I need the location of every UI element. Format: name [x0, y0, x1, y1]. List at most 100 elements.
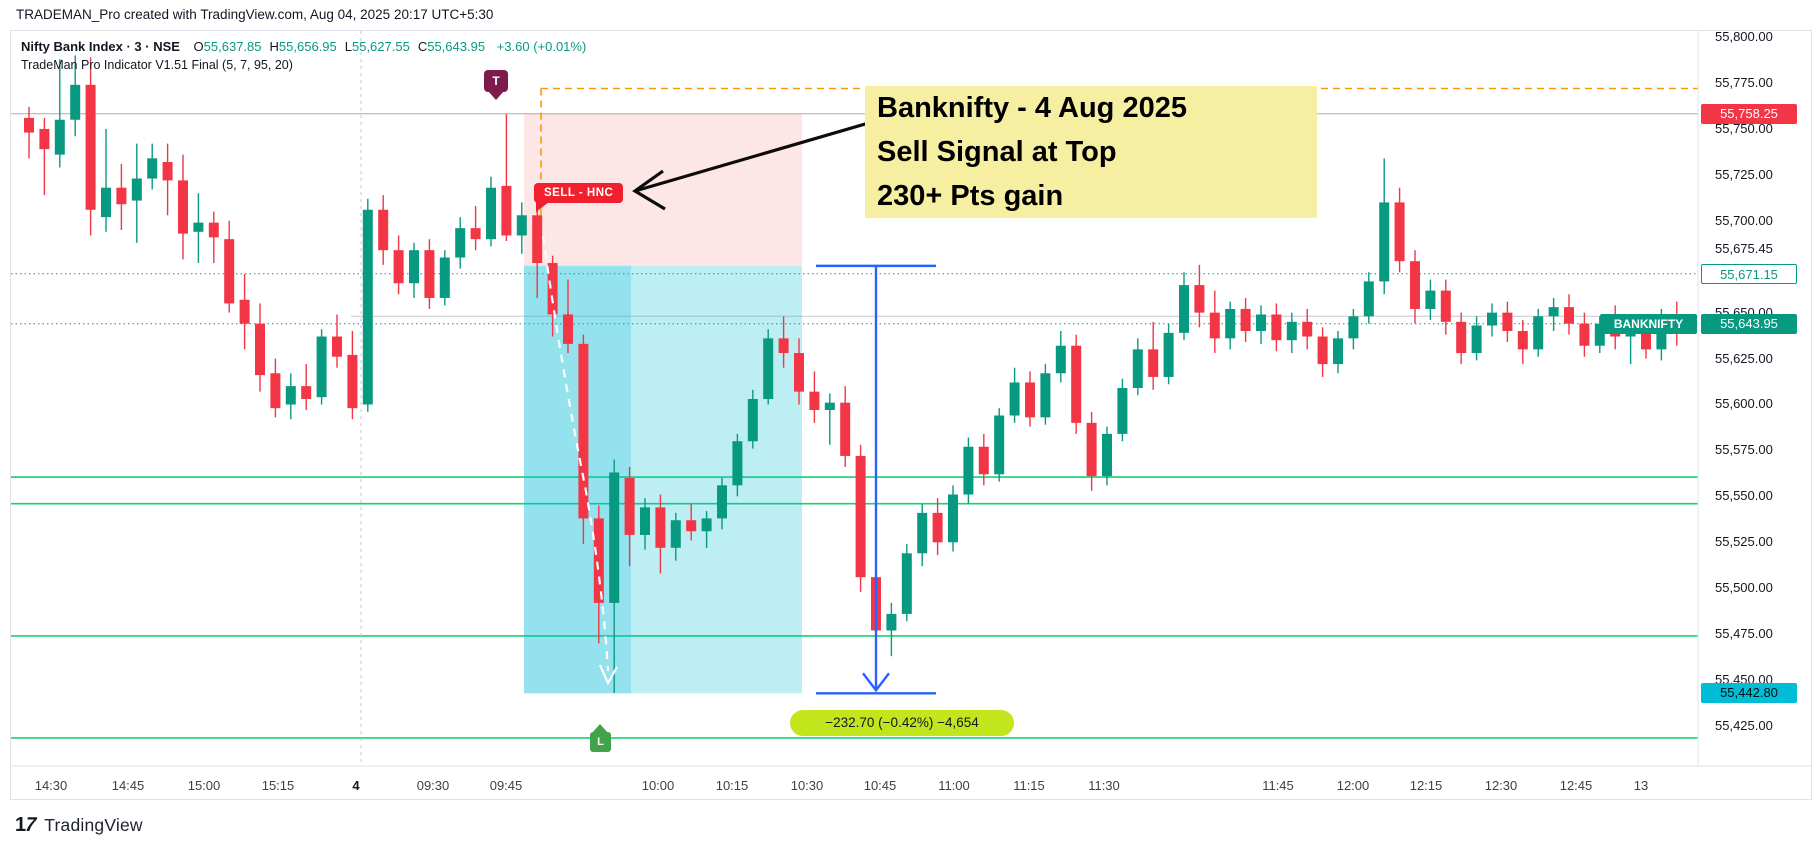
candle	[1163, 323, 1174, 385]
time-label: 10:45	[863, 778, 897, 793]
candle	[686, 503, 697, 541]
candle	[886, 602, 897, 657]
candle	[1040, 364, 1051, 425]
candle	[1025, 371, 1035, 427]
price-label: 55,475.00	[1715, 626, 1773, 642]
trend-projection-dashes	[541, 235, 610, 672]
candle	[1194, 264, 1205, 328]
time-label: 12:00	[1336, 778, 1370, 793]
t-marker[interactable]: T	[484, 70, 508, 100]
candle	[147, 143, 158, 190]
trend-projection-arrowhead	[598, 664, 618, 686]
candle	[578, 334, 589, 545]
tradingview-logo[interactable]: 17 TradingView	[15, 814, 143, 837]
price-label: 55,550.00	[1715, 488, 1773, 504]
candle	[486, 176, 496, 247]
candle	[994, 408, 1005, 482]
time-label: 11:30	[1088, 778, 1120, 793]
l-marker[interactable]: L	[590, 724, 611, 752]
candle	[1179, 272, 1189, 341]
candle	[701, 511, 712, 548]
candle	[1517, 319, 1528, 365]
time-label: 12:45	[1559, 778, 1593, 793]
candle	[855, 444, 866, 592]
candle	[470, 206, 481, 251]
tradingview-monogram-icon: 17	[15, 814, 39, 836]
candle	[54, 59, 65, 168]
symbol-title[interactable]: Nifty Bank Index · 3 · NSE	[21, 39, 180, 54]
candle	[316, 329, 327, 405]
candle	[1333, 331, 1343, 374]
candle	[1317, 327, 1328, 377]
time-label: 4	[352, 778, 360, 793]
candle	[70, 55, 81, 137]
candle	[162, 143, 173, 216]
symbol-row: Nifty Bank Index · 3 · NSE O55,637.85 H55…	[21, 39, 594, 54]
candle	[1225, 301, 1236, 350]
price-label: 55,575.00	[1715, 442, 1773, 458]
sell-signal-badge[interactable]: SELL - HNC	[534, 183, 624, 212]
candle	[1256, 305, 1266, 344]
annotation-line: 230+ Pts gain	[877, 180, 1064, 212]
price-label: 55,750.00	[1715, 120, 1773, 136]
candle	[1579, 312, 1590, 357]
quote-L: L55,627.55	[344, 39, 410, 54]
candle	[824, 393, 835, 445]
candle	[347, 331, 358, 420]
candle	[1348, 308, 1359, 350]
candle	[640, 498, 650, 550]
chart-frame[interactable]: Nifty Bank Index · 3 · NSE O55,637.85 H55…	[10, 29, 1812, 800]
candle	[1564, 294, 1574, 335]
price-badge-level: 55,671.15	[1701, 263, 1797, 284]
candle	[717, 477, 727, 530]
time-label: 12:30	[1484, 778, 1518, 793]
time-label: 10:00	[641, 778, 675, 793]
candle	[809, 371, 820, 423]
credit-line: TRADEMAN_Pro created with TradingView.co…	[16, 7, 494, 22]
price-label: 55,425.00	[1715, 717, 1773, 733]
price-badge-last: 55,643.95	[1701, 313, 1797, 334]
candle	[208, 211, 219, 264]
candle	[1548, 297, 1559, 332]
indicator-row[interactable]: TradeMan Pro Indicator V1.51 Final (5, 7…	[21, 58, 293, 72]
candle	[963, 437, 974, 504]
measure-label[interactable]: −232.70 (−0.42%) −4,654	[790, 710, 1014, 736]
candle	[948, 485, 958, 552]
time-label: 09:30	[416, 778, 450, 793]
candle	[193, 193, 204, 264]
annotation-arrow[interactable]	[632, 111, 904, 211]
candle	[794, 338, 804, 405]
quote-C: C55,643.95	[417, 39, 486, 54]
candle	[362, 198, 373, 412]
candle	[1055, 331, 1066, 383]
measure-tool[interactable]	[816, 264, 936, 695]
candle	[932, 498, 943, 556]
candle	[732, 433, 743, 497]
candle	[609, 459, 620, 693]
candle	[532, 206, 543, 298]
candle	[1240, 297, 1251, 343]
candle	[1456, 312, 1467, 365]
candle	[455, 217, 466, 269]
time-label: 14:45	[111, 778, 145, 793]
price-label: 55,700.00	[1715, 212, 1773, 228]
time-label: 12:15	[1409, 778, 1443, 793]
price-label: 55,525.00	[1715, 534, 1773, 550]
candle	[1117, 378, 1128, 442]
price-label: 55,625.00	[1715, 350, 1773, 366]
plot-canvas[interactable]	[11, 31, 1811, 799]
candle	[840, 386, 851, 467]
candle	[85, 57, 96, 236]
candle	[1148, 321, 1159, 390]
candle	[1102, 426, 1112, 486]
candle	[409, 242, 419, 298]
annotation-note[interactable]: Banknifty - 4 Aug 2025 Sell Signal at To…	[865, 86, 1317, 218]
candle	[1271, 303, 1282, 352]
time-label: 11:00	[938, 778, 970, 793]
candle	[1502, 301, 1513, 343]
candle	[593, 505, 604, 644]
annotation-line: Sell Signal at Top	[877, 136, 1117, 168]
candle	[1394, 187, 1405, 273]
time-label: 09:45	[489, 778, 523, 793]
